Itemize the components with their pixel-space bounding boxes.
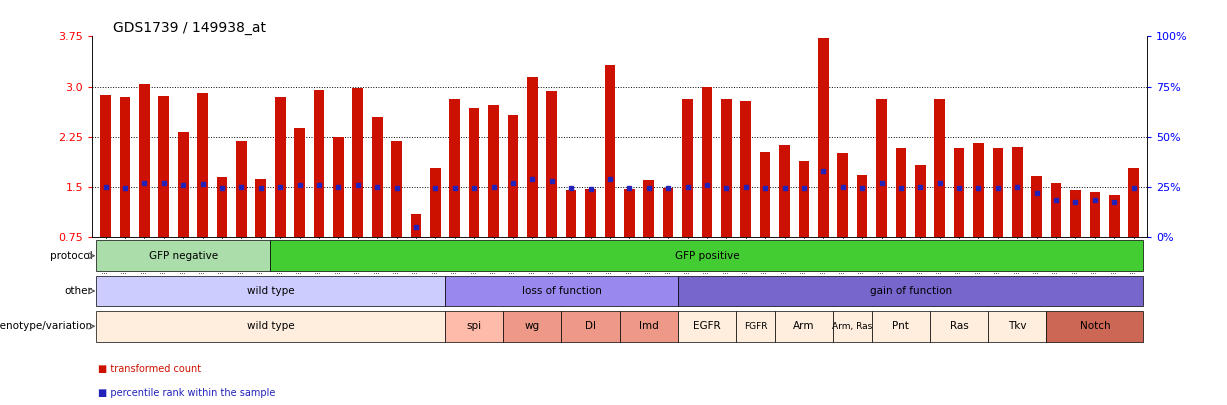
Bar [372, 117, 383, 237]
Bar [1070, 190, 1081, 237]
Bar [120, 97, 130, 237]
Bar [702, 87, 712, 237]
Text: Pnt: Pnt [892, 321, 909, 331]
Bar [682, 98, 693, 237]
Bar [528, 77, 537, 237]
Bar [96, 311, 445, 342]
Bar [973, 143, 984, 237]
Bar [930, 311, 988, 342]
Bar [721, 98, 731, 237]
Bar [818, 38, 828, 237]
Bar [1012, 147, 1022, 237]
Bar [585, 190, 596, 237]
Text: GDS1739 / 149938_at: GDS1739 / 149938_at [113, 21, 266, 35]
Bar [1129, 168, 1139, 237]
Text: FGFR: FGFR [744, 322, 767, 331]
Bar [314, 90, 324, 237]
Bar [333, 137, 344, 237]
Bar [837, 153, 848, 237]
Bar [469, 108, 480, 237]
Bar [178, 132, 189, 237]
Text: Notch: Notch [1080, 321, 1110, 331]
Text: ■ transformed count: ■ transformed count [98, 364, 201, 374]
Bar [158, 96, 169, 237]
Bar [620, 311, 677, 342]
Bar [294, 128, 306, 237]
Text: wild type: wild type [247, 321, 294, 331]
Bar [391, 141, 402, 237]
Text: EGFR: EGFR [693, 321, 720, 331]
Bar [872, 311, 930, 342]
Bar [605, 65, 615, 237]
Bar [236, 141, 247, 237]
Bar [856, 175, 867, 237]
Text: Tkv: Tkv [1009, 321, 1027, 331]
Bar [1047, 311, 1144, 342]
Text: ■ percentile rank within the sample: ■ percentile rank within the sample [98, 388, 276, 398]
Bar [1109, 195, 1119, 237]
Bar [139, 84, 150, 237]
Bar [96, 240, 270, 271]
Bar [96, 275, 445, 307]
Bar [429, 168, 440, 237]
Bar [275, 97, 286, 237]
Text: Arm, Ras: Arm, Ras [832, 322, 872, 331]
Bar [546, 91, 557, 237]
Bar [449, 98, 460, 237]
Bar [736, 311, 774, 342]
Text: protocol: protocol [49, 251, 92, 261]
Bar [988, 311, 1047, 342]
Bar [677, 275, 1144, 307]
Bar [270, 240, 1144, 271]
Bar [488, 105, 499, 237]
Text: Arm: Arm [793, 321, 815, 331]
Bar [760, 152, 771, 237]
Bar [198, 93, 207, 237]
Bar [953, 148, 964, 237]
Text: GFP positive: GFP positive [675, 251, 739, 261]
Text: lmd: lmd [639, 321, 659, 331]
Bar [503, 311, 562, 342]
Bar [643, 180, 654, 237]
Bar [352, 88, 363, 237]
Text: wild type: wild type [247, 286, 294, 296]
Text: genotype/variation: genotype/variation [0, 321, 92, 331]
Bar [508, 115, 518, 237]
Bar [934, 98, 945, 237]
Bar [1032, 176, 1042, 237]
Text: loss of function: loss of function [521, 286, 601, 296]
Text: Dl: Dl [585, 321, 596, 331]
Text: other: other [65, 286, 92, 296]
Bar [896, 148, 907, 237]
Bar [677, 311, 736, 342]
Bar [779, 145, 790, 237]
Text: Ras: Ras [950, 321, 968, 331]
Bar [625, 189, 634, 237]
Bar [1050, 183, 1061, 237]
Bar [255, 179, 266, 237]
Bar [1090, 192, 1101, 237]
Bar [740, 101, 751, 237]
Text: GFP negative: GFP negative [148, 251, 217, 261]
Bar [445, 311, 503, 342]
Bar [562, 311, 620, 342]
Bar [799, 162, 810, 237]
Bar [876, 98, 887, 237]
Bar [993, 148, 1004, 237]
Text: spi: spi [466, 321, 482, 331]
Bar [445, 275, 677, 307]
Bar [217, 177, 227, 237]
Text: gain of function: gain of function [870, 286, 952, 296]
Bar [663, 188, 674, 237]
Bar [411, 213, 421, 237]
Bar [915, 165, 925, 237]
Bar [566, 190, 577, 237]
Bar [101, 95, 110, 237]
Text: wg: wg [525, 321, 540, 331]
Bar [833, 311, 872, 342]
Bar [774, 311, 833, 342]
